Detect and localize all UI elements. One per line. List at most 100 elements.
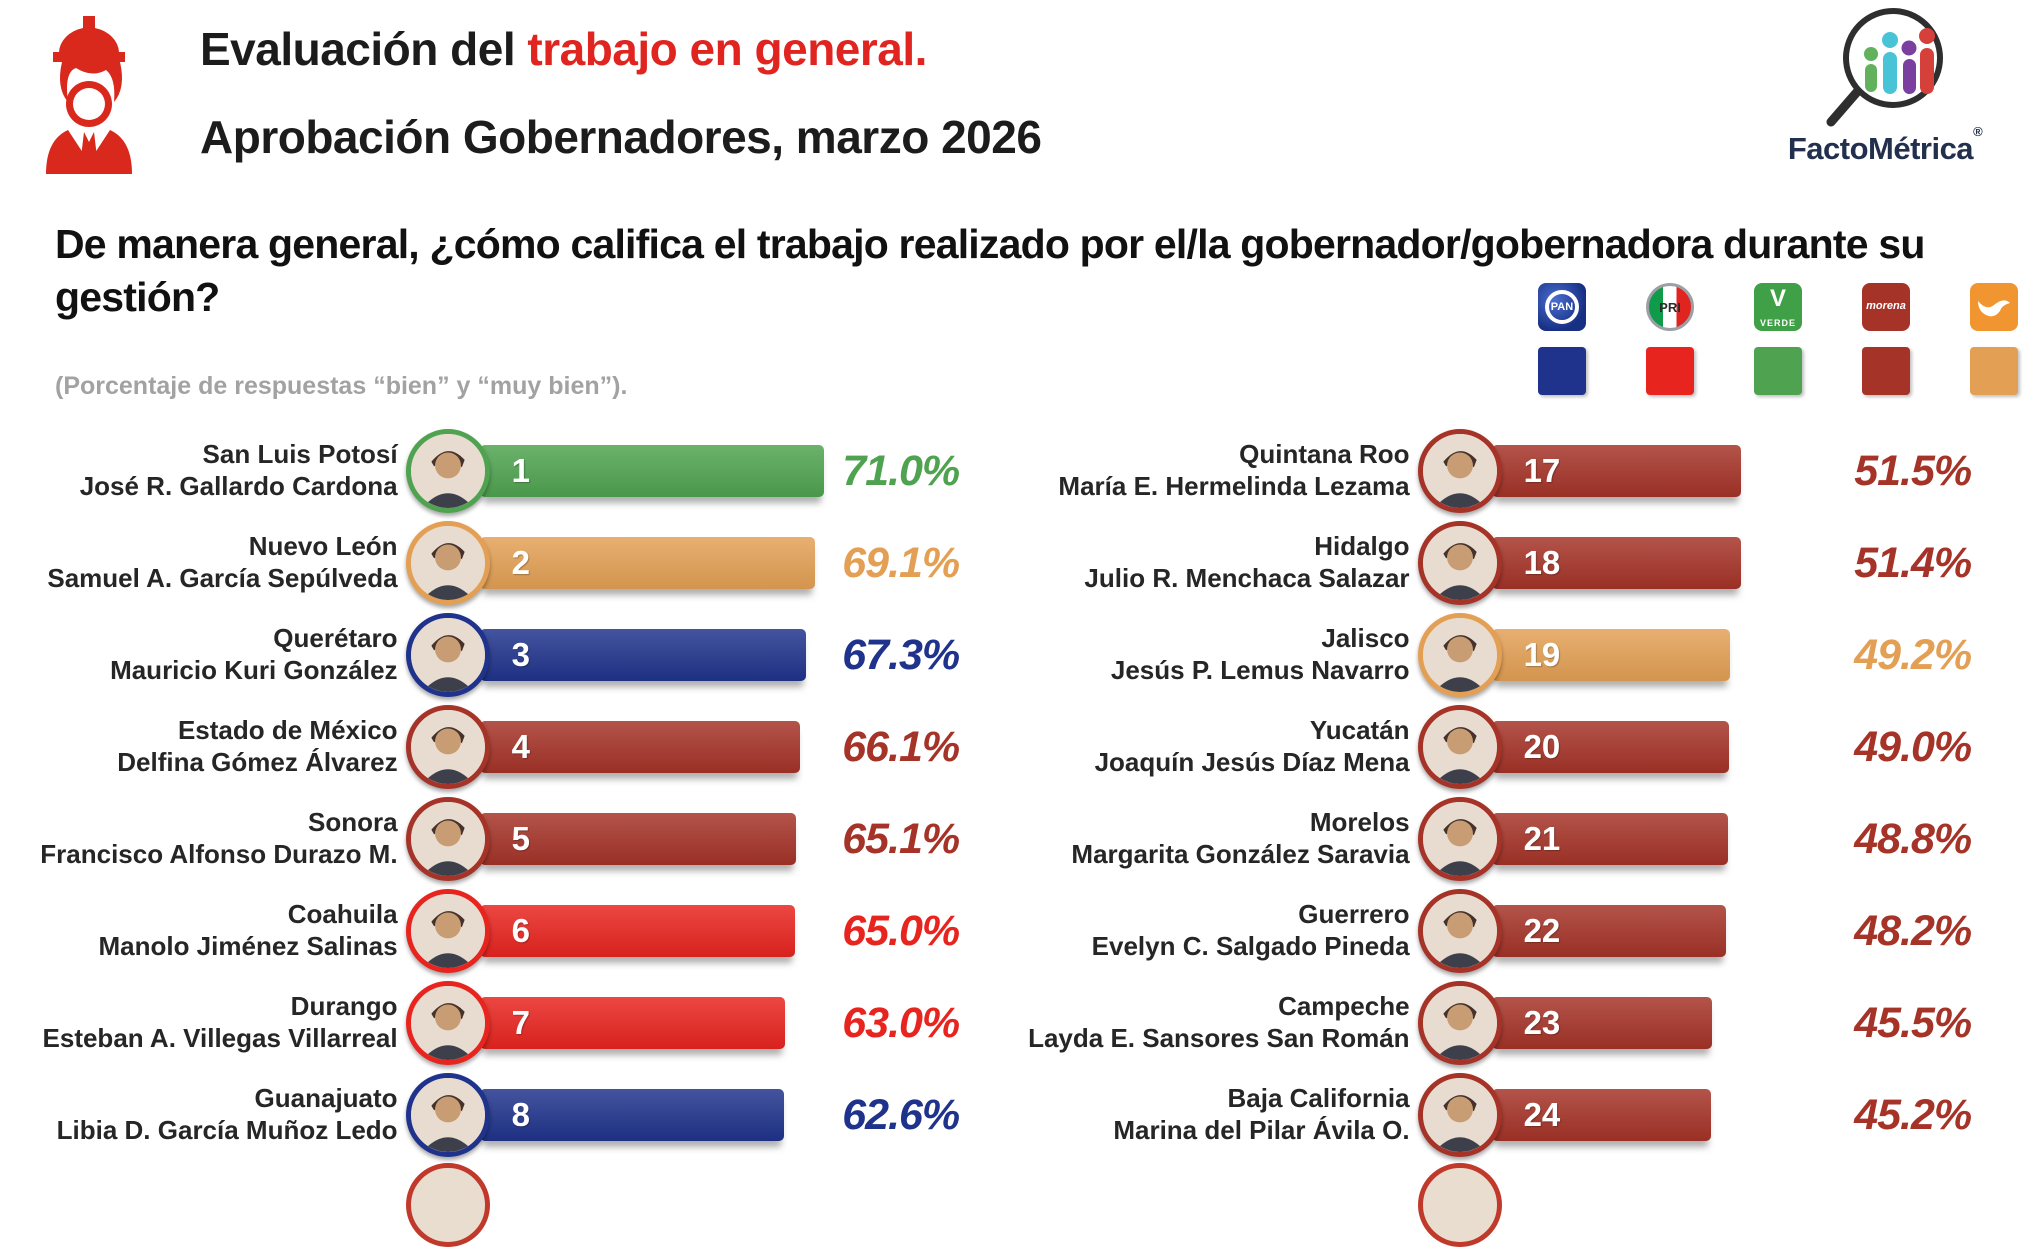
rank-number: 19 (1523, 636, 1561, 673)
rank-number: 20 (1523, 728, 1561, 765)
state-name: Querétaro (273, 623, 398, 654)
governor-row: Jalisco Jesús P. Lemus Navarro 19 49.2% (1012, 609, 2024, 701)
approval-bar: 1 (479, 445, 825, 497)
rank-number: 7 (511, 1004, 530, 1041)
approval-percentage: 51.4% (1854, 538, 1972, 587)
bar-track: 7 (479, 997, 825, 1049)
approval-bar: 6 (479, 905, 795, 957)
approval-percentage: 66.1% (842, 722, 960, 771)
rank-number: 22 (1523, 912, 1561, 949)
approval-percentage: 48.2% (1854, 906, 1972, 955)
rank-number: 4 (511, 728, 530, 765)
row-labels: Querétaro Mauricio Kuri González (0, 623, 400, 686)
rank-number: 24 (1523, 1096, 1561, 1133)
row-labels: Durango Esteban A. Villegas Villarreal (0, 991, 400, 1054)
approval-bar: 23 (1491, 997, 1713, 1049)
rank-number: 21 (1523, 820, 1561, 857)
party-legend: PAN PRI V VERDE morena (1538, 283, 2018, 395)
governor-row: Estado de México Delfina Gómez Álvarez 4 66… (0, 701, 1012, 793)
pan-color-swatch (1538, 347, 1586, 395)
approval-bar: 21 (1491, 813, 1729, 865)
bar-column-left: San Luis Potosí José R. Gallardo Cardona 1… (0, 425, 1012, 1161)
governor-photo (405, 705, 490, 789)
rank-number: 1 (511, 452, 530, 489)
state-name: Estado de México (177, 715, 398, 746)
verde-party-logo-icon: V VERDE (1754, 283, 1802, 331)
bar-track: 23 (1491, 997, 1837, 1049)
survey-question: De manera general, ¿cómo califica el tra… (55, 221, 1925, 321)
approval-percentage: 65.1% (842, 814, 960, 863)
governor-row: Baja California Marina del Pilar Ávila O.… (1012, 1069, 2024, 1161)
verde-color-swatch (1754, 347, 1802, 395)
rank-number: 17 (1523, 452, 1561, 489)
row-labels: San Luis Potosí José R. Gallardo Cardona (0, 439, 400, 502)
row-labels: Yucatán Joaquín Jesús Díaz Mena (1012, 715, 1412, 778)
row-labels: Morelos Margarita González Saravia (1012, 807, 1412, 870)
approval-bar: 24 (1491, 1089, 1712, 1141)
approval-bar: 20 (1491, 721, 1730, 773)
governor-photo (405, 613, 490, 697)
bar-track: 21 (1491, 813, 1837, 865)
approval-bar: 18 (1491, 537, 1742, 589)
state-name: San Luis Potosí (202, 439, 398, 470)
rank-number: 18 (1523, 544, 1561, 581)
state-name: Baja California (1227, 1083, 1410, 1114)
bar-track: 4 (479, 721, 825, 773)
approval-bar: 5 (479, 813, 796, 865)
row-labels: Guanajuato Libia D. García Muñoz Ledo (0, 1083, 400, 1146)
row-labels: Sonora Francisco Alfonso Durazo M. (0, 807, 400, 870)
governor-name: Jesús P. Lemus Navarro (1110, 655, 1410, 685)
rank-number: 8 (511, 1096, 530, 1133)
governor-name: José R. Gallardo Cardona (79, 471, 398, 501)
rank-number: 23 (1523, 1004, 1561, 1041)
governor-name: Joaquín Jesús Díaz Mena (1094, 747, 1410, 777)
approval-bar: 19 (1491, 629, 1731, 681)
state-name: Guerrero (1298, 899, 1410, 930)
governor-name: Layda E. Sansores San Román (1028, 1023, 1410, 1053)
governor-photo (1417, 705, 1502, 789)
governor-row: Durango Esteban A. Villegas Villarreal 7 63… (0, 977, 1012, 1069)
governor-photo (405, 521, 490, 605)
approval-percentage: 62.6% (842, 1090, 960, 1139)
title-prefix: Evaluación del (200, 23, 528, 75)
governor-name: Mauricio Kuri González (110, 655, 398, 685)
approval-percentage: 49.0% (1854, 722, 1972, 771)
state-name: Jalisco (1321, 623, 1410, 654)
governor-name: Marina del Pilar Ávila O. (1113, 1115, 1410, 1145)
row-labels: Guerrero Evelyn C. Salgado Pineda (1012, 899, 1412, 962)
row-labels: Coahuila Manolo Jiménez Salinas (0, 899, 400, 962)
state-name: Nuevo León (248, 531, 398, 562)
governor-row: Guanajuato Libia D. García Muñoz Ledo 8 62.… (0, 1069, 1012, 1161)
approval-percentage: 63.0% (842, 998, 960, 1047)
next-row-photo-partial (406, 1163, 490, 1247)
governor-row: Coahuila Manolo Jiménez Salinas 6 65.0% (0, 885, 1012, 977)
rank-number: 3 (511, 636, 530, 673)
governor-photo (405, 429, 490, 513)
approval-percentage: 51.5% (1854, 446, 1972, 495)
party-swatches-row (1538, 347, 2018, 395)
pan-party-logo-icon: PAN (1538, 283, 1586, 331)
governor-name: Manolo Jiménez Salinas (98, 931, 398, 961)
governor-name: Esteban A. Villegas Villarreal (42, 1023, 398, 1053)
state-name: Hidalgo (1314, 531, 1410, 562)
state-name: Yucatán (1309, 715, 1410, 746)
approval-bar: 3 (479, 629, 807, 681)
approval-percentage: 48.8% (1854, 814, 1972, 863)
governor-name: Francisco Alfonso Durazo M. (40, 839, 398, 869)
approval-percentage: 49.2% (1854, 630, 1972, 679)
bar-track: 24 (1491, 1089, 1837, 1141)
governor-photo (405, 889, 490, 973)
pri-color-swatch (1646, 347, 1694, 395)
governor-row: Yucatán Joaquín Jesús Díaz Mena 20 49.0% (1012, 701, 2024, 793)
approval-bar: 4 (479, 721, 801, 773)
mc-party-logo-icon (1970, 283, 2018, 331)
bar-track: 18 (1491, 537, 1837, 589)
governor-approval-chart: San Luis Potosí José R. Gallardo Cardona 1… (0, 425, 2024, 1161)
approval-bar: 22 (1491, 905, 1726, 957)
governor-row: Querétaro Mauricio Kuri González 3 67.3% (0, 609, 1012, 701)
state-name: Quintana Roo (1239, 439, 1410, 470)
approval-percentage: 45.2% (1854, 1090, 1972, 1139)
approval-percentage: 65.0% (842, 906, 960, 955)
mc-color-swatch (1970, 347, 2018, 395)
governor-name: Julio R. Menchaca Salazar (1084, 563, 1410, 593)
